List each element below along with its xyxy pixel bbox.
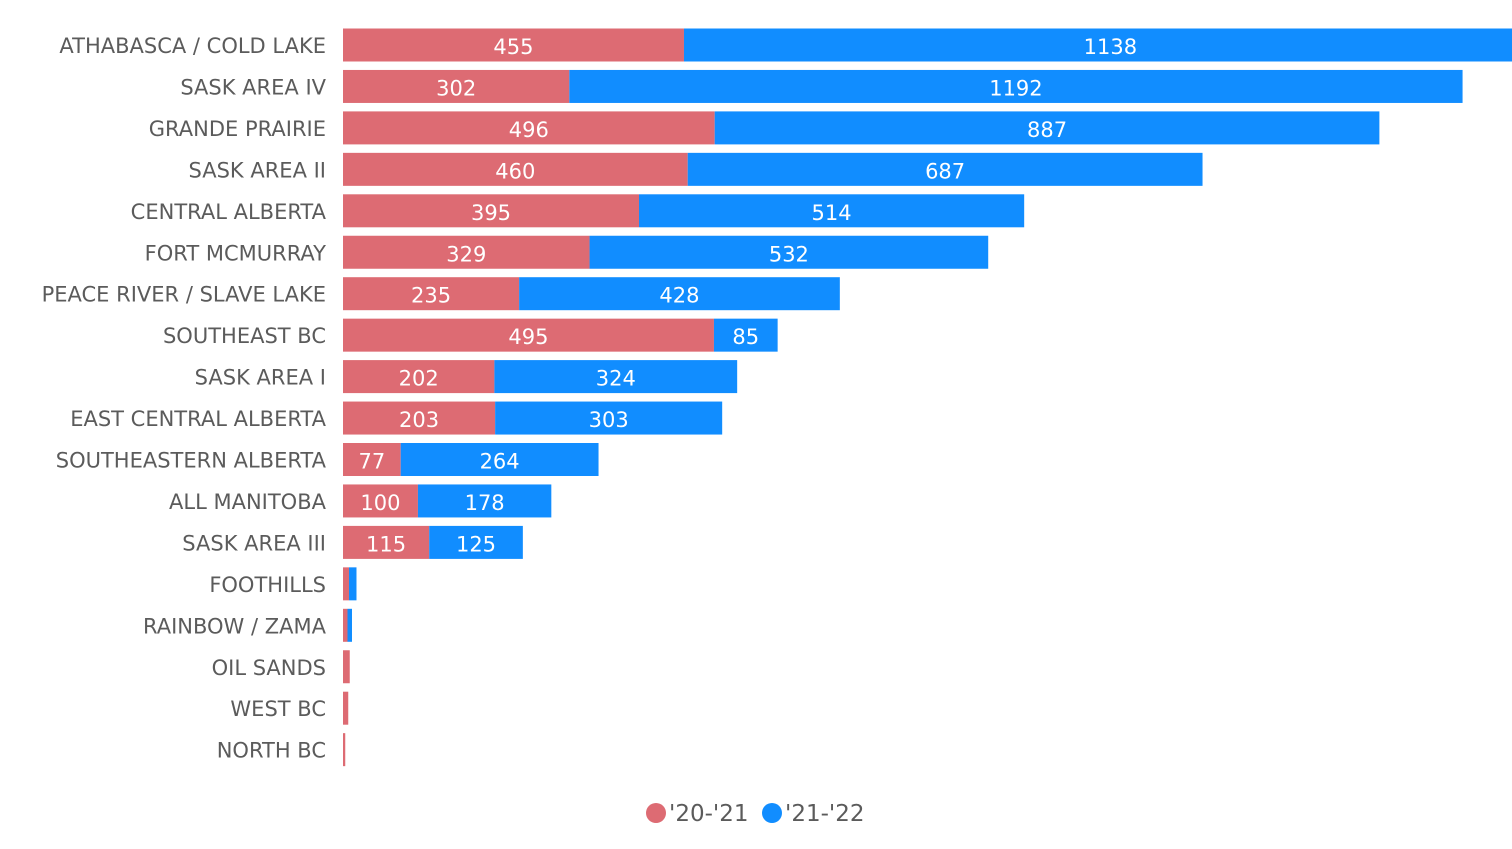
legend-marker[interactable] (762, 803, 782, 823)
bar-segment[interactable] (343, 235, 590, 269)
category-label: GRANDE PRAIRIE (149, 117, 326, 141)
data-label: 495 (508, 325, 548, 349)
bar-segment[interactable] (343, 608, 348, 642)
bar-segment[interactable] (343, 401, 496, 435)
bars-group (343, 28, 1512, 767)
category-label: SASK AREA II (188, 158, 326, 182)
data-label: 1138 (1084, 35, 1137, 59)
bar-segment[interactable] (714, 111, 1380, 145)
data-label: 514 (812, 201, 852, 225)
category-label: SASK AREA IV (180, 75, 326, 99)
category-label: ALL MANITOBA (169, 490, 327, 514)
bar-segment[interactable] (343, 194, 640, 228)
bar-segment[interactable] (569, 69, 1463, 103)
bar-segment[interactable] (343, 360, 495, 394)
bar-segment[interactable] (343, 650, 350, 684)
category-label: PEACE RIVER / SLAVE LAKE (42, 283, 326, 307)
bar-segment[interactable] (683, 28, 1512, 62)
bar-segment[interactable] (343, 484, 418, 518)
category-label: EAST CENTRAL ALBERTA (70, 407, 326, 431)
bar-segment[interactable] (687, 152, 1203, 186)
bar-segment[interactable] (343, 28, 684, 62)
category-label: FORT MCMURRAY (145, 241, 327, 265)
bar-segment[interactable] (343, 567, 349, 601)
bar-segment[interactable] (347, 608, 352, 642)
data-label: 887 (1027, 118, 1067, 142)
data-label: 455 (493, 35, 533, 59)
data-label: 460 (495, 159, 535, 183)
value-labels: 455 1138 302 1192 496 887 460 687 395 514 329 532 23… (358, 35, 1137, 556)
data-label: 100 (360, 491, 400, 515)
category-label: SOUTHEAST BC (163, 324, 326, 348)
bar-segment[interactable] (343, 111, 715, 145)
data-label: 178 (465, 491, 505, 515)
category-label: SOUTHEASTERN ALBERTA (56, 449, 327, 473)
bar-segment[interactable] (429, 525, 523, 559)
bar-segment[interactable] (713, 318, 778, 352)
bar-segment[interactable] (343, 277, 520, 311)
bar-segment[interactable] (343, 443, 401, 476)
category-label: FOOTHILLS (209, 573, 326, 597)
data-label: 329 (446, 242, 486, 266)
category-label: ATHABASCA / COLD LAKE (59, 34, 326, 58)
category-label: RAINBOW / ZAMA (143, 614, 327, 638)
data-label: 428 (659, 284, 699, 308)
data-label: 77 (358, 450, 385, 474)
bar-segment[interactable] (519, 277, 840, 311)
category-label: NORTH BC (217, 739, 326, 763)
category-label: CENTRAL ALBERTA (131, 200, 327, 224)
bar-segment[interactable] (343, 691, 349, 725)
bar-segment[interactable] (343, 525, 430, 559)
legend: '20-'21 '21-'22 (646, 801, 864, 827)
data-label: 125 (456, 532, 496, 556)
category-labels: ATHABASCA / COLD LAKE SASK AREA IV GRANDE … (42, 34, 327, 763)
data-label: 235 (411, 284, 451, 308)
data-label: 85 (732, 325, 759, 349)
data-label: 687 (925, 159, 965, 183)
bar-segment[interactable] (589, 235, 989, 269)
bar-segment[interactable] (400, 443, 599, 476)
data-label: 115 (366, 532, 406, 556)
bar-segment[interactable] (343, 733, 346, 767)
data-label: 532 (769, 242, 809, 266)
data-label: 202 (399, 367, 439, 391)
bar-segment[interactable] (417, 484, 552, 518)
bar-segment[interactable] (343, 318, 714, 352)
data-label: 395 (471, 201, 511, 225)
data-label: 324 (596, 367, 636, 391)
category-label: SASK AREA I (195, 366, 326, 390)
data-label: 264 (480, 450, 520, 474)
data-label: 303 (589, 408, 629, 432)
data-label: 496 (509, 118, 549, 142)
legend-label[interactable]: '20-'21 (669, 801, 748, 827)
category-label: OIL SANDS (212, 656, 326, 680)
category-label: SASK AREA III (182, 531, 326, 555)
data-label: 1192 (989, 76, 1042, 100)
bar-segment[interactable] (495, 401, 723, 435)
data-label: 302 (436, 76, 476, 100)
legend-label[interactable]: '21-'22 (785, 801, 864, 827)
bar-segment[interactable] (639, 194, 1025, 228)
legend-marker[interactable] (646, 803, 666, 823)
bar-segment[interactable] (343, 152, 688, 186)
bar-segment[interactable] (343, 69, 570, 103)
bar-segment[interactable] (348, 567, 357, 601)
bar-segment[interactable] (494, 360, 738, 394)
category-label: WEST BC (230, 697, 326, 721)
data-label: 203 (399, 408, 439, 432)
